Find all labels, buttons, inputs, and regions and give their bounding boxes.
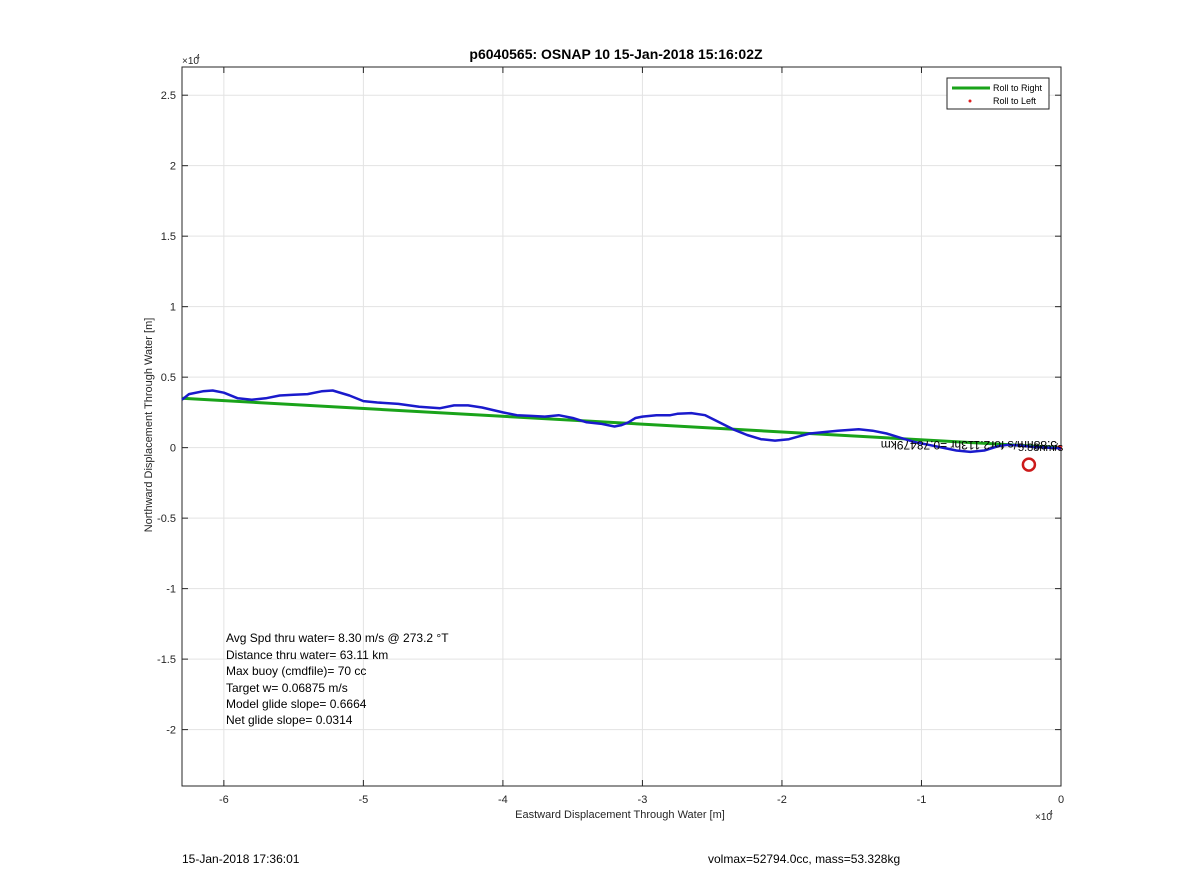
stats-block: Avg Spd thru water= 8.30 m/s @ 273.2 °T … [226, 631, 449, 727]
stat-avg-speed: Avg Spd thru water= 8.30 m/s @ 273.2 °T [226, 631, 449, 645]
stat-model-glide: Model glide slope= 0.6664 [226, 697, 367, 711]
x-exponent: ×10 4 [1035, 810, 1053, 823]
ticks: -6 -5 -4 -3 -2 -1 0 -2 -1.5 -1 -0.5 0 0.5 1 1.5 2 2.5 [157, 67, 1064, 806]
mirrored-annotation: 5.88nm/s for2.113hr =0.78479km [881, 438, 1057, 452]
series-track [181, 389, 1062, 454]
x-exponent-power: 4 [1049, 810, 1053, 817]
x-tick-label: -5 [358, 794, 368, 806]
x-exponent-base: ×10 [1035, 812, 1052, 823]
y-tick-label: 0.5 [161, 372, 176, 384]
series-layer: 5.88nm/s [181, 389, 1064, 472]
y-exponent-base: ×10 [182, 56, 199, 67]
y-tick-label: -1 [166, 584, 176, 596]
y-exponent: ×10 4 [182, 54, 200, 67]
y-tick-label: 1 [170, 302, 176, 314]
legend-label-roll-left: Roll to Left [993, 96, 1037, 106]
y-tick-label: -1.5 [157, 654, 176, 666]
x-tick-label: -1 [917, 794, 927, 806]
y-axis-label: Northward Displacement Through Water [m] [143, 318, 155, 533]
grid [182, 67, 1062, 786]
y-tick-label: 0 [170, 443, 176, 455]
axes-box [181, 66, 1062, 787]
legend-label-roll-right: Roll to Right [993, 83, 1043, 93]
overlap-label: 5.88nm/s [1018, 442, 1064, 454]
y-tick-label: -2 [166, 725, 176, 737]
x-tick-label: -3 [638, 794, 648, 806]
footer-volmax-mass: volmax=52794.0cc, mass=53.328kg [708, 852, 901, 866]
y-exponent-power: 4 [196, 54, 200, 61]
y-tick-label: 2.5 [161, 90, 176, 102]
legend: Roll to Right Roll to Left [946, 77, 1050, 110]
y-tick-label: 2 [170, 161, 176, 173]
x-tick-label: -2 [777, 794, 787, 806]
chart-title: p6040565: OSNAP 10 15-Jan-2018 15:16:02Z [469, 46, 763, 62]
x-tick-label: -4 [498, 794, 508, 806]
x-axis-label: Eastward Displacement Through Water [m] [515, 809, 725, 821]
legend-box [946, 77, 1050, 110]
y-tick-label: -0.5 [157, 513, 176, 525]
stat-distance: Distance thru water= 63.11 km [226, 648, 388, 662]
legend-marker-roll-left [968, 99, 972, 103]
stat-net-glide: Net glide slope= 0.0314 [226, 713, 353, 727]
y-tick-label: 1.5 [161, 231, 176, 243]
x-tick-label: 0 [1058, 794, 1064, 806]
stat-target-w: Target w= 0.06875 m/s [226, 681, 348, 695]
mirrored-label: 5.88nm/s for2.113hr =0.78479km [881, 438, 1057, 452]
x-tick-label: -6 [219, 794, 229, 806]
stat-max-buoy: Max buoy (cmdfile)= 70 cc [226, 664, 366, 678]
series-roll-right [181, 396, 1062, 450]
footer-timestamp: 15-Jan-2018 17:36:01 [182, 852, 300, 866]
start-marker [1021, 457, 1037, 472]
